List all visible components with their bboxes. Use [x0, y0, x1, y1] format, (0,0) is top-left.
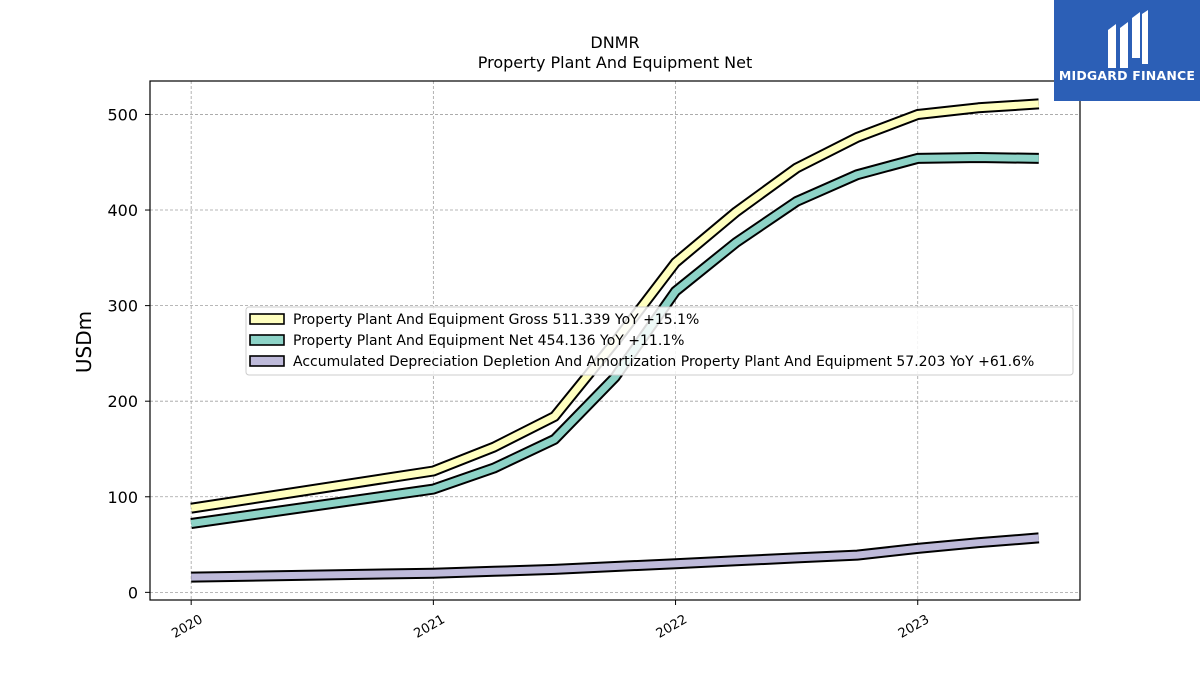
y-tick-label: 500 [107, 105, 138, 124]
series-2 [190, 152, 1039, 529]
legend: Property Plant And Equipment Gross 511.3… [245, 306, 1074, 376]
y-tick-label: 200 [107, 392, 138, 411]
x-tick-label: 2023 [896, 612, 932, 642]
legend-label: Accumulated Depreciation Depletion And A… [293, 354, 1034, 370]
legend-swatch [249, 355, 285, 367]
y-tick-label: 0 [128, 583, 138, 602]
legend-label: Property Plant And Equipment Gross 511.3… [293, 312, 699, 328]
plot-frame [149, 80, 1081, 601]
brand-logo: MIDGARD FINANCE [1054, 0, 1200, 101]
x-tick-label: 2022 [654, 612, 690, 642]
brand-name: MIDGARD FINANCE [1058, 68, 1196, 83]
legend-box [245, 306, 1074, 376]
chart-title: DNMR [590, 33, 639, 52]
series-line [191, 534, 1040, 581]
series-line-outline [191, 532, 1040, 583]
legend-swatch [249, 313, 285, 325]
series-layer [190, 98, 1040, 583]
chart-subtitle: Property Plant And Equipment Net [478, 53, 753, 72]
y-axis-label: USDm [72, 311, 96, 373]
y-tick-label: 100 [107, 488, 138, 507]
logo-mark-icon [1108, 10, 1148, 68]
series-1 [190, 98, 1040, 514]
legend-label: Property Plant And Equipment Net 454.136… [293, 333, 684, 349]
x-tick-label: 2021 [412, 612, 448, 642]
y-tick-label: 300 [107, 297, 138, 316]
y-tick-label: 400 [107, 201, 138, 220]
series-line [190, 154, 1039, 527]
series-3 [191, 532, 1040, 583]
legend-swatch [249, 334, 285, 346]
x-tick-label: 2020 [169, 612, 205, 642]
series-line [190, 100, 1040, 512]
